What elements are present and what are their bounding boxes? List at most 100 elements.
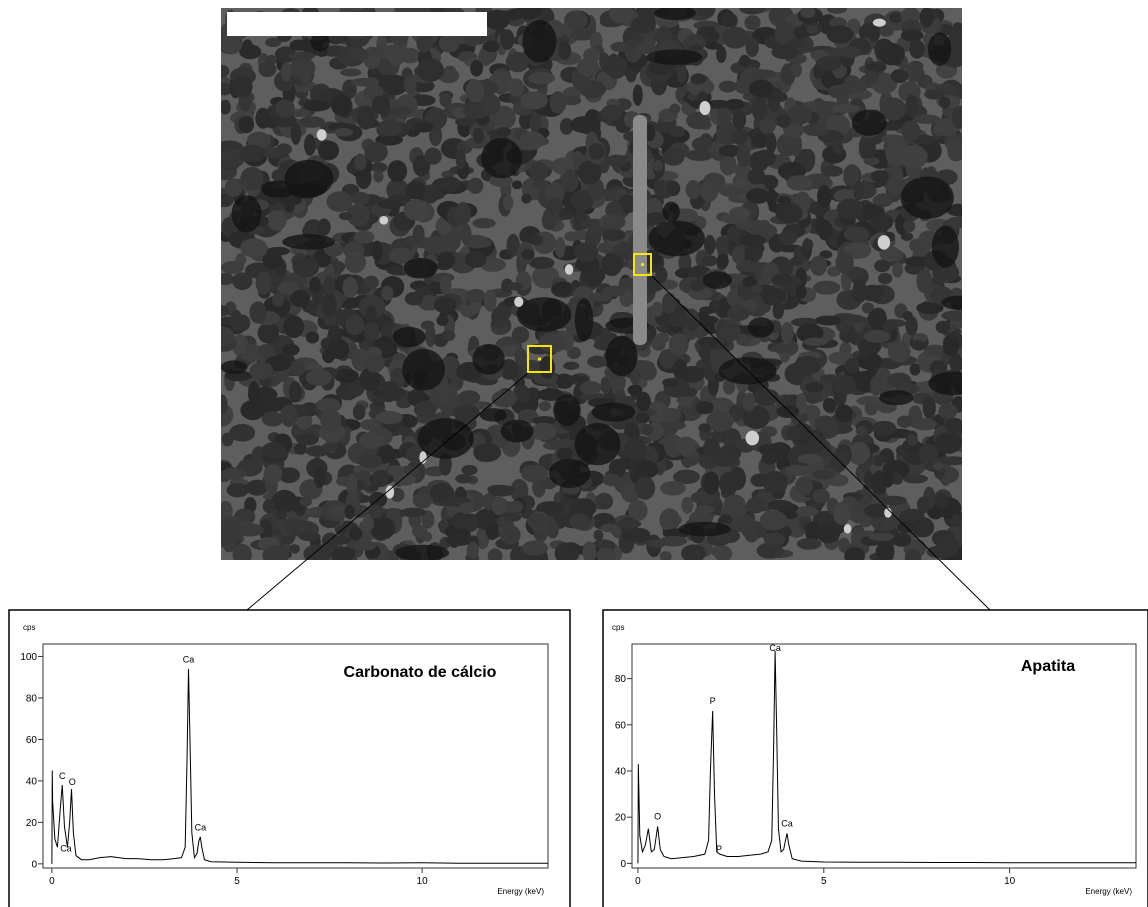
pore (928, 33, 951, 66)
grain (441, 330, 455, 341)
chart-title: Carbonato de cálcio (344, 664, 497, 681)
grain (318, 141, 339, 161)
grain (495, 319, 507, 329)
grain (820, 375, 833, 383)
grain (639, 363, 657, 381)
pore (481, 138, 522, 178)
grain (698, 91, 708, 102)
grain (547, 521, 559, 538)
pore (678, 522, 730, 537)
grain (569, 514, 590, 530)
grain (345, 252, 366, 274)
grain (815, 315, 842, 325)
grain (272, 293, 284, 307)
grain (309, 277, 321, 294)
grain (346, 48, 369, 61)
grain (719, 81, 737, 93)
grain (209, 326, 234, 347)
pore (404, 258, 438, 279)
peak-label: O (69, 777, 76, 787)
grain (690, 73, 706, 84)
grain (947, 217, 970, 228)
grain (397, 427, 413, 436)
pore (932, 226, 959, 268)
grain (521, 193, 531, 203)
grain (753, 133, 766, 146)
grain (776, 405, 799, 418)
grain (876, 542, 895, 562)
grain (692, 137, 712, 151)
grain (262, 545, 289, 566)
grain (852, 280, 867, 303)
grain (602, 474, 621, 486)
grain (300, 496, 312, 506)
grain (328, 339, 350, 359)
x-tick-label: 10 (1004, 876, 1016, 887)
grain (865, 62, 886, 73)
y-tick-label: 20 (26, 818, 38, 829)
pore (592, 403, 636, 422)
grain (520, 91, 548, 109)
grain (769, 92, 788, 102)
grain (281, 62, 292, 82)
grain (339, 212, 352, 220)
grain (816, 521, 840, 543)
grain (938, 403, 957, 419)
grain (295, 505, 305, 516)
grain (317, 218, 330, 235)
grain (609, 459, 626, 476)
grain (539, 332, 567, 352)
grain (529, 114, 540, 132)
grain (751, 284, 763, 294)
peak-label: O (654, 812, 661, 822)
grain (705, 26, 716, 36)
grain (771, 274, 792, 286)
bright-grain (514, 297, 523, 307)
grain (817, 56, 842, 70)
x-tick-label: 10 (417, 876, 429, 887)
grain (283, 315, 304, 338)
peak-label: P (710, 696, 716, 706)
grain (587, 356, 607, 368)
grain (870, 213, 893, 231)
grain (760, 510, 788, 530)
grain (777, 114, 791, 128)
grain (952, 106, 968, 129)
grain (522, 360, 541, 376)
grain (790, 257, 803, 266)
grain (889, 12, 903, 23)
grain (351, 192, 369, 205)
grain (667, 181, 681, 196)
grain (468, 178, 484, 194)
grain (803, 239, 813, 250)
pore (232, 195, 262, 232)
grain (366, 354, 385, 373)
y-tick-label: 0 (620, 859, 626, 870)
pore (553, 394, 581, 426)
grain (883, 471, 894, 488)
grain (220, 100, 231, 115)
grain (403, 199, 429, 220)
grain (746, 497, 766, 513)
grain (373, 170, 383, 182)
grain (653, 160, 663, 171)
pore (941, 296, 975, 310)
grain (400, 508, 426, 518)
grain (951, 513, 962, 527)
grain (570, 116, 598, 133)
grain (522, 540, 548, 555)
grain (414, 401, 436, 418)
pore (472, 344, 504, 375)
grain (508, 78, 524, 96)
pore (852, 109, 887, 135)
grain (905, 95, 917, 117)
grain (635, 460, 658, 478)
grain (455, 474, 472, 483)
grain (262, 251, 282, 269)
grain (372, 470, 390, 487)
grain (231, 76, 253, 97)
y-tick-label: 0 (31, 859, 37, 870)
grain (892, 533, 911, 547)
grain (467, 542, 479, 560)
grain (248, 381, 260, 405)
